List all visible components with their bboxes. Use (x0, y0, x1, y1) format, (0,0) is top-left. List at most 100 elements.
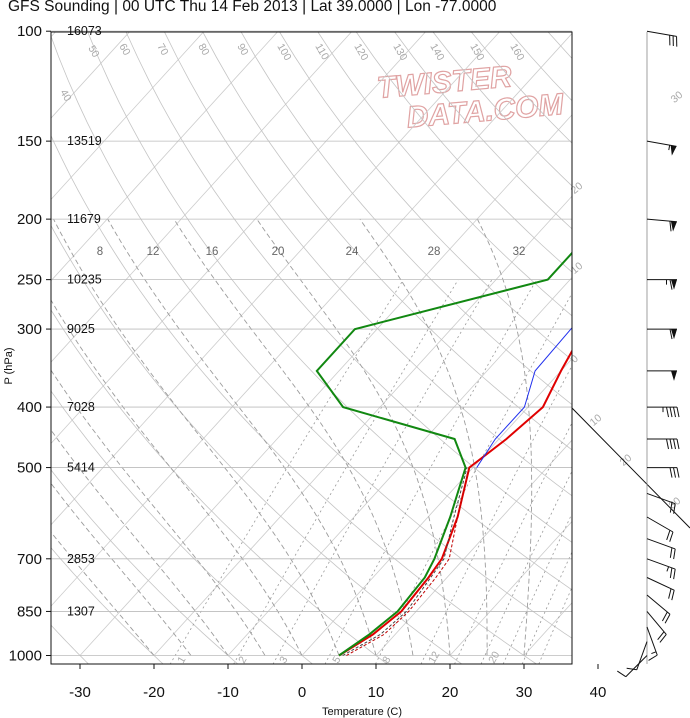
wind-barb-feather (673, 503, 676, 514)
y-tick-label: 1000 (9, 648, 42, 665)
y-tick-label: 100 (17, 23, 42, 40)
moist-adiabat-line (51, 531, 155, 656)
x-tick-label: 0 (298, 684, 306, 701)
wind-barb-flag (670, 145, 677, 156)
wind-barb-feather (669, 406, 673, 418)
wind-barb-feather (673, 406, 676, 418)
wind-barb (646, 140, 677, 156)
moist-adiabat-line (51, 299, 303, 656)
parcel-line (346, 467, 470, 656)
isotherm-line (51, 32, 500, 526)
wind-barb-staff (646, 611, 667, 635)
wind-barb-staff (646, 492, 676, 505)
wind-barb-feather (669, 221, 672, 232)
dry-adiabat-line (0, 3, 18, 669)
mixing-ratio-line (538, 586, 572, 664)
y-tick-label: 150 (17, 133, 42, 150)
wind-barb (646, 492, 676, 514)
isotherm-line (51, 32, 204, 201)
mixing-ratio-line (169, 279, 404, 664)
isotherm-line (301, 358, 572, 656)
mixing-ratio-group (169, 279, 572, 664)
wind-barb (647, 438, 680, 450)
height-label: 2853 (67, 552, 95, 566)
wind-barb-staff (646, 538, 676, 550)
wind-barb-feather (669, 502, 673, 513)
virtual-temperature-line (476, 327, 572, 468)
dewpoint-line (315, 251, 572, 657)
height-label: 9025 (67, 322, 95, 336)
moist-adiabat-line (53, 218, 340, 656)
dry-adiabat-label: 60 (116, 42, 132, 58)
dry-adiabat-label: 110 (312, 42, 331, 63)
isotherm-line (51, 32, 278, 282)
wind-barb-feather (673, 548, 676, 560)
isotherm-label: 20 (569, 180, 586, 197)
y-axis-label: P (hPa) (3, 347, 15, 384)
wind-barb (646, 558, 676, 580)
isotherm-line (375, 439, 572, 656)
y-tick-label: 300 (17, 321, 42, 338)
isotherm-line (153, 195, 572, 656)
wind-barb-feather (669, 438, 673, 450)
mixing-ratio-label: 12 (147, 246, 160, 258)
x-tick-label: -30 (69, 684, 91, 701)
wind-barb-flag (671, 279, 677, 290)
wind-barb (646, 30, 678, 47)
isotherm-label: 20 (618, 452, 635, 469)
wind-barb-staff (646, 626, 658, 656)
height-label: 11679 (67, 212, 101, 226)
mixing-ratio-line (324, 279, 537, 664)
wind-barb-feather (657, 631, 665, 641)
wind-barb-feather (666, 530, 671, 541)
wind-barb-feather (669, 328, 673, 340)
wind-barb (647, 406, 680, 418)
wind-barb (646, 218, 677, 232)
moist-adiabat-line (173, 218, 414, 656)
x-tick-label: 30 (516, 684, 533, 701)
dry-adiabat-label: 40 (57, 88, 73, 104)
wind-barb-staff (646, 577, 675, 591)
wind-barb (647, 328, 677, 340)
wind-barb-feather (676, 406, 680, 418)
wind-barb (646, 594, 671, 624)
moist-adiabat-label: 20 (486, 649, 502, 665)
moist-adiabat-line (51, 369, 266, 656)
wind-barb-feather (617, 670, 627, 678)
moist-adiabat-line (51, 429, 229, 656)
wind-barb-feather (666, 438, 669, 450)
wind-barb-feather (626, 667, 637, 671)
mixing-ratio-line (521, 551, 572, 664)
y-tick-label: 250 (17, 272, 42, 289)
y-tick-label: 400 (17, 399, 42, 416)
wind-barb-feather (671, 590, 675, 601)
dry-adiabat-label: 80 (195, 42, 211, 58)
x-axis-label: Temperature (C) (322, 706, 402, 718)
dry-adiabat-label: 50 (85, 44, 101, 60)
wind-barb-flag (670, 221, 677, 232)
isotherm-line (227, 276, 572, 656)
wind-barb-staff (646, 558, 676, 570)
wind-barb (626, 641, 648, 671)
wind-barb (647, 467, 680, 478)
wind-barb-flag (671, 329, 677, 340)
moist-adiabat-label: 3 (277, 654, 290, 665)
dry-adiabat-line (51, 547, 164, 664)
moist-adiabat-label: 2 (236, 654, 249, 665)
mixing-ratio-line (480, 470, 572, 664)
moist-adiabat-label: 8 (380, 654, 393, 665)
wind-barb-feather (664, 614, 671, 624)
wind-barb-half-feather (651, 651, 657, 655)
isotherm-line (449, 520, 572, 656)
isotherm-line (672, 31, 690, 655)
height-label: 13519 (67, 134, 102, 148)
dry-adiabat-line (51, 390, 314, 664)
wind-barb-feather (669, 531, 674, 542)
background-labels-group: 1607313519116791023590257028541428531307… (57, 24, 685, 665)
wind-barb-feather (666, 406, 669, 418)
moist-adiabat-line (476, 218, 533, 656)
mixing-ratio-line (454, 422, 572, 664)
x-tick-label: -10 (217, 684, 239, 701)
